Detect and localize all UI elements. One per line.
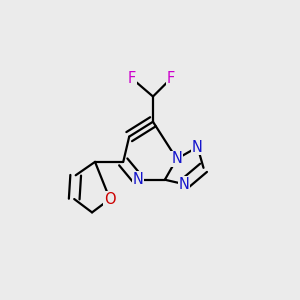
Text: F: F: [167, 71, 175, 86]
Text: N: N: [179, 177, 190, 192]
Text: N: N: [171, 152, 182, 166]
Text: N: N: [133, 172, 143, 187]
Text: O: O: [104, 191, 116, 206]
Text: F: F: [128, 71, 136, 86]
Text: N: N: [192, 140, 203, 154]
